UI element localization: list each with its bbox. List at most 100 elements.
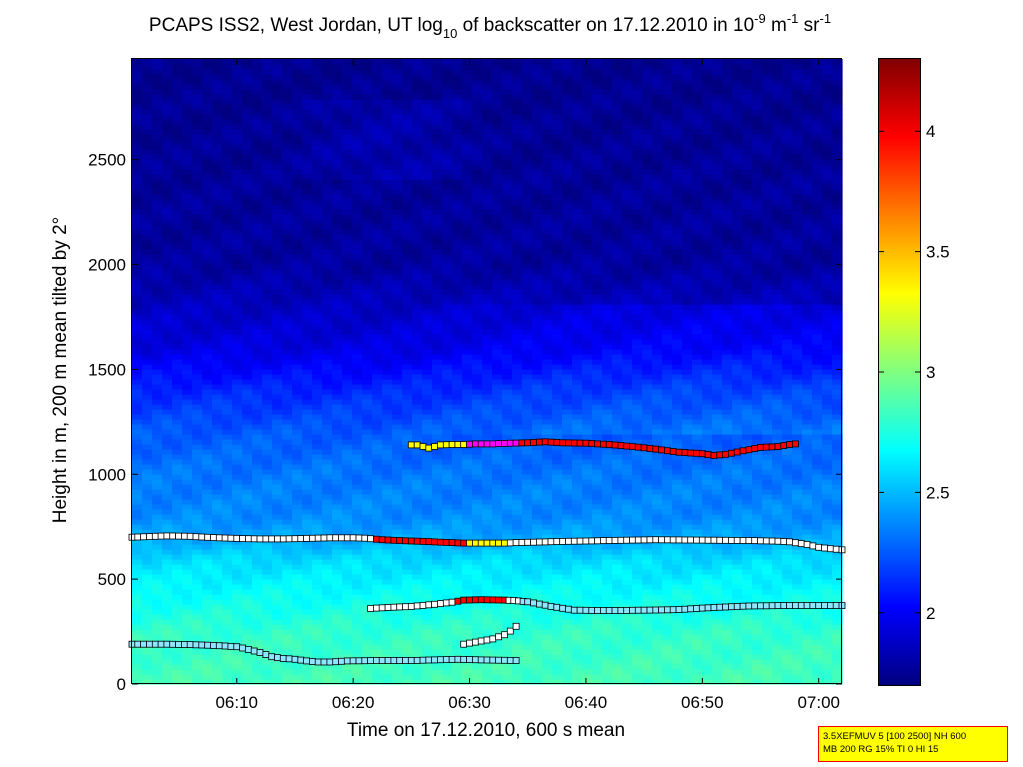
layer-point: [623, 607, 631, 614]
layer-point: [192, 641, 200, 649]
layer-point: [448, 441, 456, 448]
layer-point: [739, 447, 747, 455]
layer-point: [372, 657, 380, 664]
layer-point: [448, 598, 456, 606]
layer-point: [797, 602, 805, 609]
layer-point: [413, 602, 421, 610]
layer-point: [524, 538, 532, 546]
layer-point: [419, 602, 427, 609]
layer-point: [570, 606, 578, 614]
layer-point: [233, 535, 241, 542]
layer-point: [547, 538, 555, 546]
layer-point: [541, 438, 549, 446]
layer-point: [751, 537, 759, 544]
layer-point: [698, 536, 706, 544]
layer-point: [506, 439, 514, 447]
layer-point: [372, 604, 380, 612]
layer-point: [605, 607, 613, 614]
layer-point: [471, 440, 479, 448]
layer-point: [524, 598, 532, 606]
layer-point: [460, 640, 468, 648]
colorbar-tick-label: 4: [926, 122, 935, 141]
layer-point: [221, 642, 229, 650]
layer-point: [233, 643, 241, 651]
layer-point: [367, 605, 375, 612]
layer-point: [180, 532, 188, 540]
layer-point: [244, 535, 252, 543]
layer-point: [634, 443, 642, 451]
layer-point: [710, 451, 718, 459]
layer-point: [361, 657, 369, 665]
layer-point: [436, 656, 444, 664]
layer-point: [285, 655, 293, 663]
layer-point: [320, 658, 328, 666]
layer-point: [501, 656, 508, 664]
layer-point: [652, 445, 660, 453]
y-tick-label: 0: [117, 675, 126, 694]
layer-point: [832, 545, 840, 553]
colorbar-tick-label: 3.5: [926, 243, 950, 262]
layer-point: [460, 539, 468, 547]
layer-point: [326, 658, 334, 666]
layer-point: [762, 602, 770, 610]
layer-point: [431, 443, 439, 450]
layer-point: [297, 656, 305, 664]
layer-point: [460, 656, 468, 663]
layer-point: [675, 448, 683, 456]
layer-point: [308, 658, 316, 665]
layer-point: [530, 439, 537, 446]
layer-point: [442, 441, 450, 449]
layer-point: [244, 646, 252, 653]
layer-point: [140, 533, 148, 541]
layer-point: [605, 537, 613, 544]
layer-point: [262, 535, 270, 543]
layer-point: [332, 534, 340, 542]
layer-point: [442, 656, 450, 663]
layer-point: [757, 443, 764, 451]
layer-point: [355, 534, 363, 542]
layer-point: [541, 601, 549, 609]
layer-point: [151, 640, 159, 648]
layer-point: [768, 443, 776, 451]
layer-point: [384, 536, 392, 544]
layer-point: [757, 537, 764, 545]
layer-point: [687, 605, 695, 613]
layer-point: [827, 602, 834, 609]
layer-point: [716, 451, 724, 459]
layer-point: [308, 534, 316, 542]
layer-point: [396, 657, 404, 664]
layer-point: [407, 603, 415, 610]
layer-point: [710, 536, 718, 544]
layer-point: [314, 534, 322, 542]
layer-point: [483, 636, 491, 644]
layer-point: [617, 442, 625, 449]
layer-point: [693, 449, 700, 457]
layer-point: [786, 538, 793, 546]
layer-point: [611, 537, 619, 544]
layer-point: [198, 641, 206, 649]
layer-point: [704, 604, 712, 612]
layer-point: [151, 532, 159, 540]
plot-area: 06:10 06:20 06:30 06:40 06:50 07:00 0 500 1000 1…: [88, 58, 846, 712]
layer-point: [559, 604, 567, 612]
layer-point: [768, 602, 776, 610]
layer-point: [803, 541, 811, 548]
layer-point: [594, 440, 601, 448]
layer-point: [664, 536, 671, 544]
layer-point: [518, 539, 526, 546]
layer-point: [425, 538, 433, 545]
layer-point: [471, 656, 479, 664]
layer-point: [565, 439, 572, 447]
layer-point: [268, 653, 276, 661]
layer-point: [198, 533, 206, 541]
layer-point: [314, 658, 322, 666]
y-tick-label: 2500: [88, 151, 126, 170]
layer-point: [483, 440, 491, 448]
layer-point: [576, 606, 584, 614]
backscatter-heatmap: [132, 59, 843, 685]
layer-point: [402, 537, 409, 545]
layer-point: [407, 441, 415, 449]
layer-point: [547, 438, 555, 446]
layer-point: [332, 658, 340, 666]
layer-point: [751, 445, 759, 452]
